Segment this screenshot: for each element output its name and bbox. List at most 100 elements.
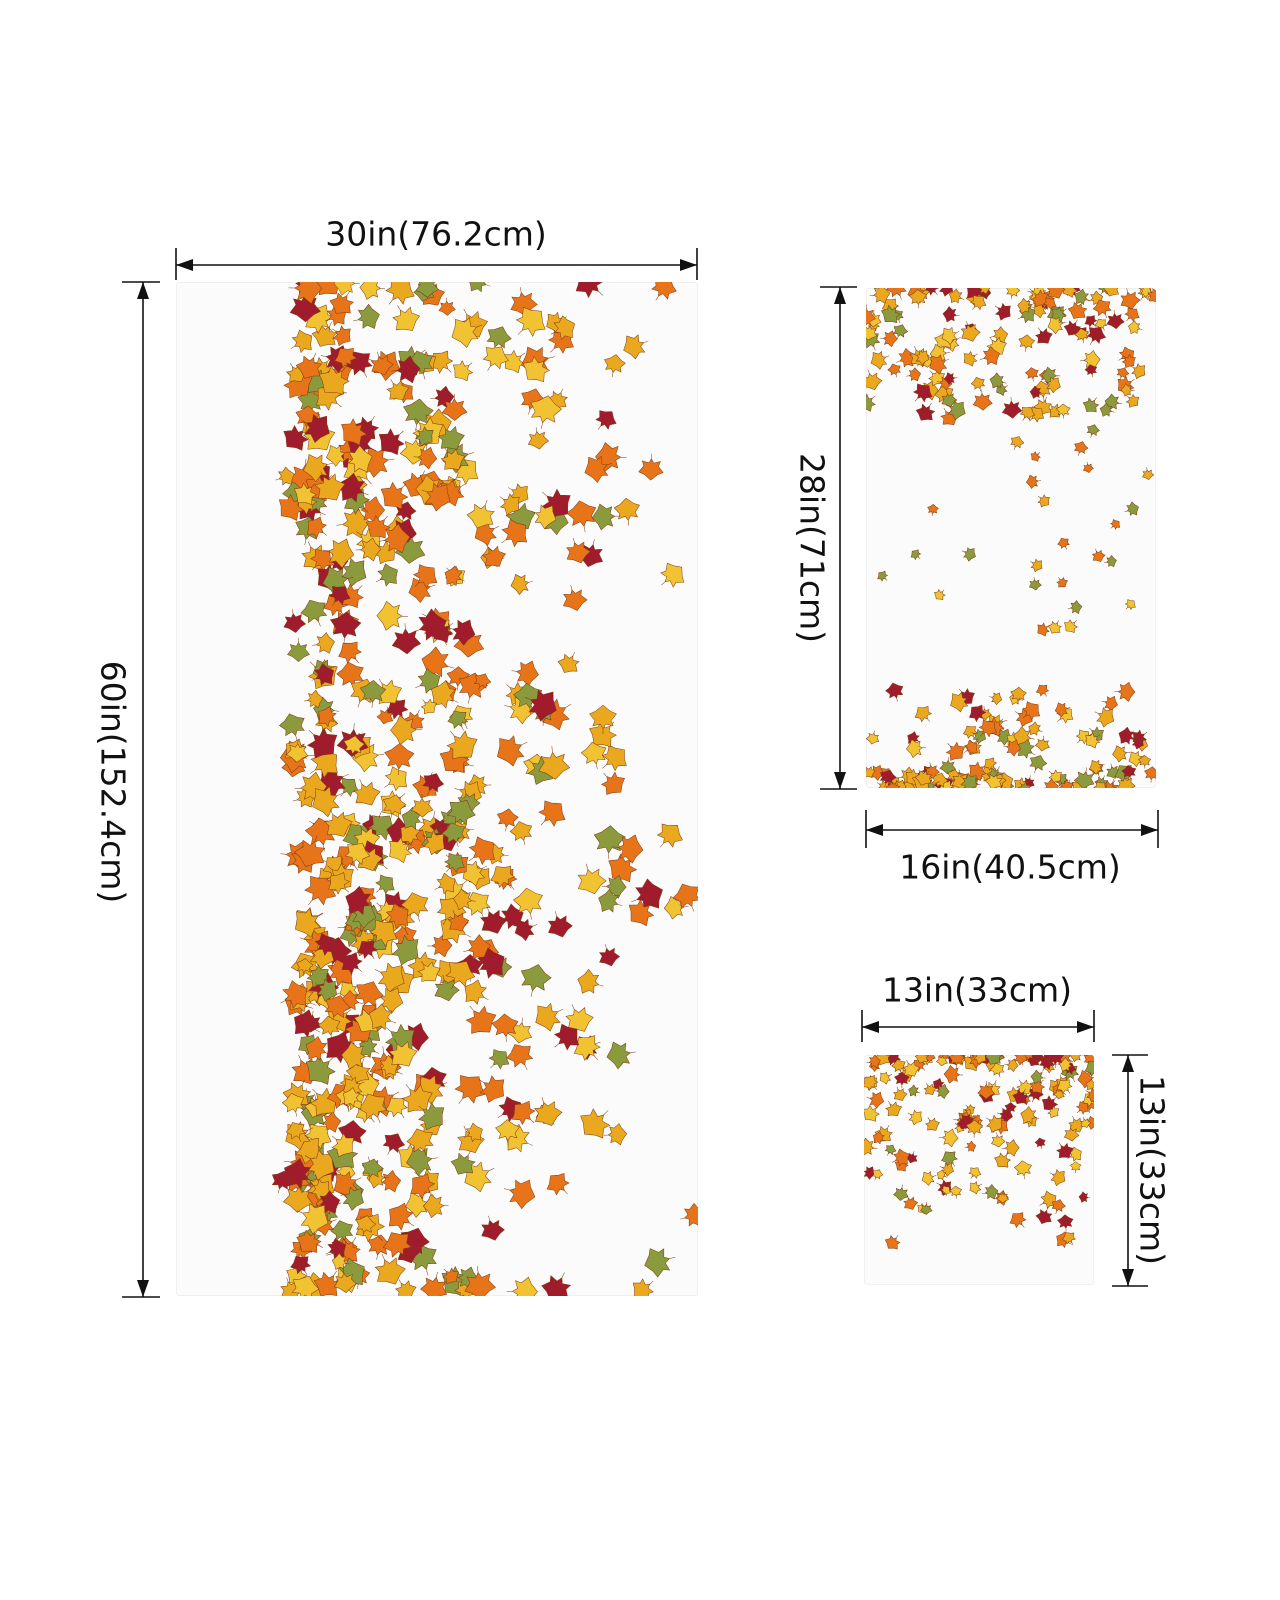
- maple-leaf-icon: [290, 329, 313, 354]
- maple-leaf-icon: [454, 1075, 486, 1104]
- maple-leaf-icon: [324, 809, 353, 837]
- maple-leaf-icon: [563, 584, 588, 611]
- maple-leaf-icon: [603, 1123, 628, 1146]
- maple-leaf-icon: [482, 544, 506, 567]
- maple-leaf-icon: [384, 743, 415, 775]
- maple-leaf-icon: [353, 303, 380, 329]
- maple-leaf-icon: [301, 413, 330, 443]
- maple-leaf-icon: [361, 1158, 384, 1182]
- maple-leaf-icon: [281, 1092, 305, 1117]
- maple-leaf-icon: [341, 418, 368, 446]
- maple-leaf-icon: [538, 800, 566, 827]
- maple-leaf-icon: [623, 334, 649, 360]
- maple-leaf-icon: [468, 836, 495, 865]
- maple-leaf-icon: [408, 577, 436, 604]
- maple-leaf-icon: [278, 713, 305, 741]
- maple-leaf-icon: [506, 1276, 538, 1296]
- maple-leaf-icon: [589, 704, 617, 735]
- maple-leaf-icon: [446, 666, 470, 691]
- maple-leaf-icon: [313, 1270, 342, 1296]
- maple-leaf-icon: [311, 321, 338, 347]
- maple-leaf-icon: [535, 1002, 564, 1032]
- maple-leaf-icon: [417, 960, 441, 982]
- maple-leaf-icon: [304, 876, 337, 906]
- maple-leaf-icon: [406, 1128, 434, 1157]
- maple-leaf-icon: [512, 887, 543, 920]
- maple-leaf-icon: [296, 1229, 322, 1253]
- maple-leaf-icon: [329, 291, 354, 314]
- maple-leaf-icon: [679, 1202, 698, 1227]
- maple-leaf-icon: [531, 504, 557, 530]
- maple-leaf-icon: [403, 398, 434, 431]
- maple-leaf-icon: [584, 455, 613, 483]
- maple-leaf-icon: [510, 287, 538, 316]
- maple-leaf-icon: [394, 531, 426, 564]
- maple-leaf-icon: [638, 453, 664, 481]
- maple-leaf-icon: [504, 1179, 536, 1210]
- hand-towel-width-label: 16in(40.5cm): [899, 847, 1121, 887]
- maple-leaf-icon: [413, 608, 447, 641]
- maple-leaf-icon: [334, 347, 358, 369]
- maple-leaf-icon: [330, 1220, 354, 1245]
- maple-leaf-icon: [332, 325, 351, 347]
- maple-leaf-icon: [280, 980, 308, 1009]
- maple-leaf-icon: [345, 885, 376, 915]
- maple-leaf-icon: [527, 427, 550, 450]
- maple-leaf-icon: [511, 1100, 536, 1126]
- maple-leaf-icon: [464, 979, 489, 1005]
- maple-leaf-icon: [355, 537, 382, 562]
- maple-leaf-icon: [345, 1058, 371, 1083]
- maple-leaf-icon: [499, 493, 520, 516]
- maple-leaf-icon: [312, 632, 335, 654]
- maple-leaf-icon: [315, 1190, 341, 1214]
- maple-leaf-icon: [497, 735, 528, 767]
- maple-leaf-icon: [591, 503, 621, 531]
- maple-leaf-icon: [368, 1003, 397, 1031]
- maple-leaf-icon: [385, 282, 415, 305]
- maple-leaf-icon: [295, 405, 320, 432]
- maple-leaf-icon: [577, 863, 607, 895]
- maple-leaf-icon: [474, 947, 505, 979]
- maple-leaf-icon: [312, 785, 343, 818]
- maple-leaf-icon: [391, 623, 422, 655]
- maple-leaf-icon: [612, 834, 644, 864]
- maple-leaf-icon: [290, 1255, 312, 1276]
- maple-leaf-icon: [447, 619, 476, 646]
- maple-leaf-icon: [599, 944, 620, 967]
- maple-leaf-icon: [663, 896, 689, 920]
- maple-leaf-icon: [392, 305, 421, 331]
- maple-leaf-icon: [606, 1041, 636, 1070]
- maple-leaf-icon: [541, 1272, 572, 1296]
- maple-leaf-icon: [391, 355, 421, 384]
- maple-leaf-icon: [479, 1075, 505, 1103]
- maple-leaf-icon: [422, 773, 445, 795]
- maple-leaf-icon: [376, 600, 409, 631]
- maple-leaf-icon: [294, 835, 326, 868]
- maple-leaf-icon: [309, 1178, 330, 1201]
- maple-leaf-icon: [423, 1194, 449, 1219]
- maple-leaf-icon: [434, 974, 460, 1002]
- maple-leaf-icon: [660, 562, 685, 588]
- maple-leaf-icon: [520, 964, 552, 997]
- maple-leaf-icon: [314, 471, 346, 501]
- maple-leaf-icon: [464, 1266, 496, 1296]
- maple-leaf-icon: [340, 1186, 364, 1211]
- maple-leaf-pattern: [271, 282, 698, 1296]
- maple-leaf-icon: [331, 1132, 355, 1158]
- maple-leaf-icon: [317, 1015, 341, 1040]
- maple-leaf-icon: [418, 1102, 445, 1131]
- maple-leaf-icon: [444, 565, 465, 587]
- maple-leaf-icon: [333, 282, 360, 296]
- maple-leaf-icon: [534, 1096, 563, 1126]
- maple-leaf-icon: [370, 351, 394, 376]
- maple-leaf-icon: [453, 888, 476, 911]
- maple-leaf-icon: [314, 932, 335, 956]
- maple-leaf-icon: [457, 1125, 485, 1154]
- maple-leaf-icon: [384, 766, 407, 792]
- maple-leaf-icon: [410, 1173, 436, 1200]
- maple-leaf-icon: [322, 538, 355, 569]
- maple-leaf-icon: [601, 875, 627, 899]
- maple-leaf-icon: [604, 354, 626, 378]
- maple-leaf-icon: [318, 706, 338, 728]
